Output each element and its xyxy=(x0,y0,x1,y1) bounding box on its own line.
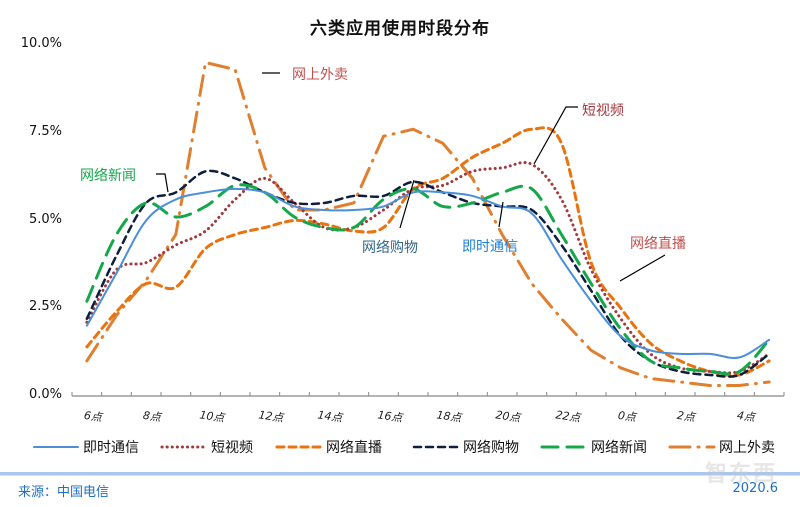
legend-item: 短视频 xyxy=(160,437,253,457)
chart-legend: 即时通信 短视频 网络直播 网络购物 网络新闻 网上外卖 xyxy=(0,437,800,459)
y-tick-label: 2.5% xyxy=(28,299,62,315)
legend-swatch-icon xyxy=(33,446,79,448)
series-line-5 xyxy=(85,61,771,387)
legend-swatch-icon xyxy=(668,445,716,449)
legend-item: 即时通信 xyxy=(32,437,139,457)
legend-label: 即时通信 xyxy=(83,440,139,456)
chart-title: 六类应用使用时段分布 xyxy=(310,19,490,39)
legend-label: 短视频 xyxy=(211,440,253,456)
y-tick-label: 0.0% xyxy=(28,387,62,402)
legend-item: 网络购物 xyxy=(412,437,519,457)
series-annotation: 网络购物 xyxy=(362,240,418,256)
source-label: 来源：中国电信 xyxy=(18,485,110,500)
series-line-2 xyxy=(85,126,771,377)
y-tick-label: 7.5% xyxy=(28,123,62,139)
y-tick-label: 5.0% xyxy=(28,211,62,227)
legend-label: 网络购物 xyxy=(463,440,519,456)
legend-swatch-icon xyxy=(412,445,460,449)
series-line-0 xyxy=(85,187,771,359)
legend-item: 网络直播 xyxy=(275,437,382,457)
y-tick-label: 10.0% xyxy=(20,36,62,51)
series-annotation: 网络直播 xyxy=(630,236,686,252)
legend-label: 网络直播 xyxy=(326,440,382,456)
legend-item: 网上外卖 xyxy=(668,437,775,457)
x-axis xyxy=(71,392,785,397)
series-line-4 xyxy=(85,183,771,376)
legend-swatch-icon xyxy=(275,445,323,449)
chart-plot-area xyxy=(71,61,785,397)
legend-item: 网络新闻 xyxy=(540,437,647,457)
legend-label: 网上外卖 xyxy=(719,440,775,456)
legend-label: 网络新闻 xyxy=(591,440,647,456)
series-annotation: 网上外卖 xyxy=(292,67,348,83)
footer-divider-light xyxy=(0,475,800,476)
date-label: 2020.6 xyxy=(732,481,779,496)
annotation-leaders xyxy=(156,72,666,282)
series-annotation: 即时通信 xyxy=(462,239,518,255)
series-lines xyxy=(85,61,771,387)
legend-swatch-icon xyxy=(540,445,588,449)
series-annotation: 网络新闻 xyxy=(80,168,136,184)
legend-swatch-icon xyxy=(160,445,208,449)
series-line-1 xyxy=(85,161,771,375)
footer-divider xyxy=(0,472,800,475)
series-annotation: 短视频 xyxy=(582,103,624,119)
watermark: 智东西 xyxy=(705,462,778,487)
